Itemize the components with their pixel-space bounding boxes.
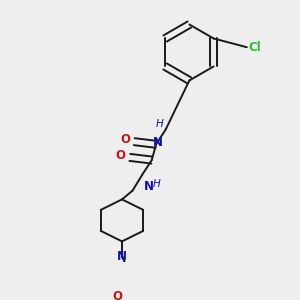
Text: N: N: [153, 136, 163, 148]
Text: H: H: [155, 118, 163, 129]
Text: O: O: [116, 149, 125, 162]
Text: H: H: [153, 179, 160, 189]
Text: O: O: [120, 134, 130, 146]
Text: N: N: [144, 180, 154, 193]
Text: Cl: Cl: [249, 41, 261, 54]
Text: O: O: [112, 290, 122, 300]
Text: N: N: [117, 250, 127, 263]
